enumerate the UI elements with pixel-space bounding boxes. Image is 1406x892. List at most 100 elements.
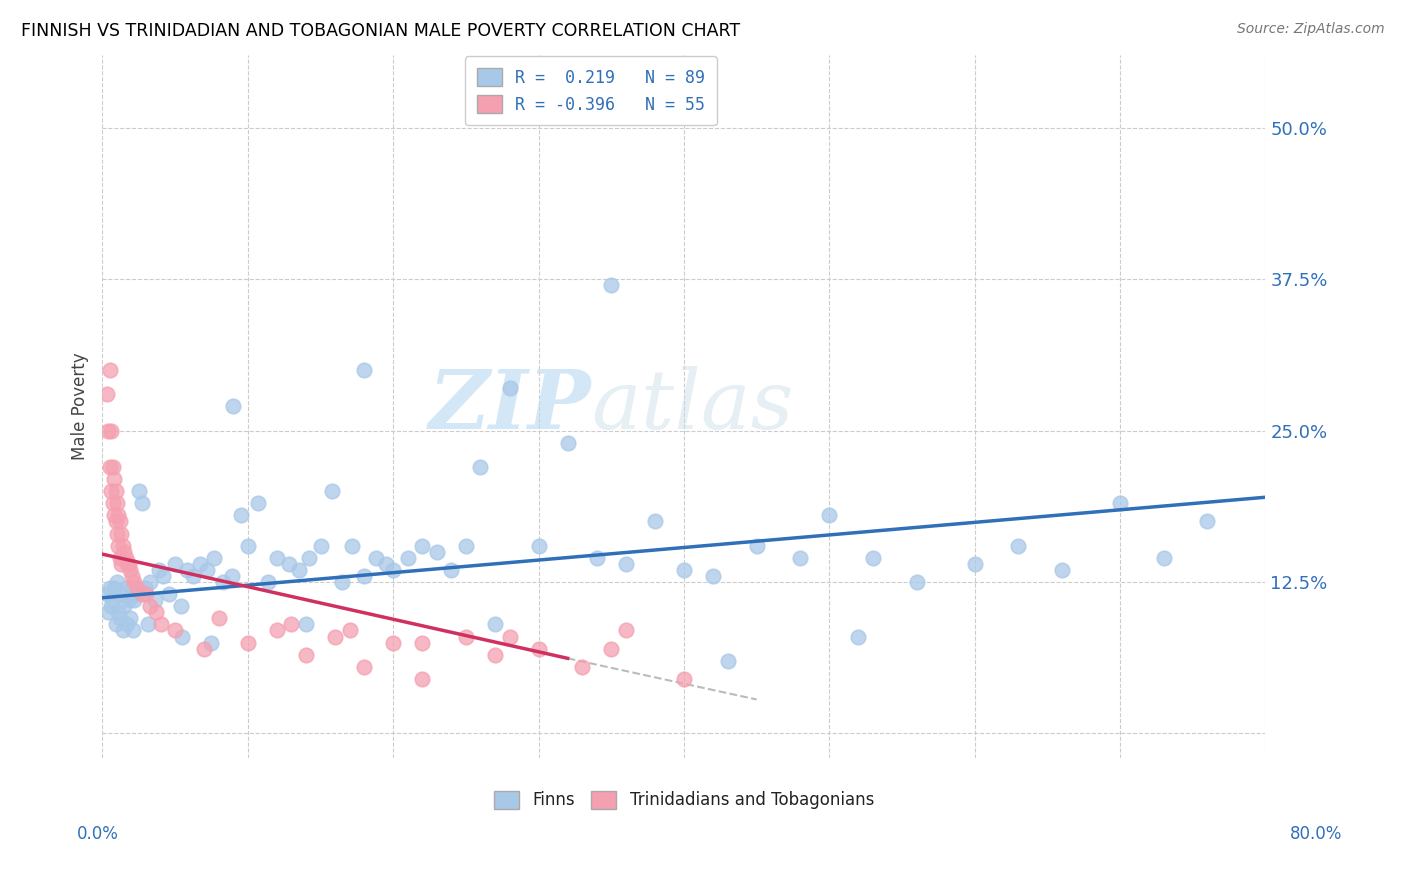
Point	[527, 641, 550, 656]
Point	[108, 515, 131, 529]
Point	[470, 459, 492, 474]
Point	[411, 672, 433, 686]
Point	[600, 278, 623, 293]
Point	[323, 630, 346, 644]
Point	[557, 435, 579, 450]
Point	[149, 617, 172, 632]
Point	[136, 617, 159, 632]
Point	[1153, 550, 1175, 565]
Point	[789, 550, 811, 565]
Point	[98, 363, 121, 377]
Point	[139, 599, 162, 614]
Point	[848, 630, 870, 644]
Text: atlas: atlas	[591, 367, 793, 446]
Point	[96, 587, 118, 601]
Point	[107, 605, 129, 619]
Point	[672, 563, 695, 577]
Point	[104, 484, 127, 499]
Point	[396, 550, 419, 565]
Point	[114, 550, 136, 565]
Point	[108, 611, 131, 625]
Point	[124, 574, 146, 589]
Point	[353, 363, 375, 377]
Point	[527, 539, 550, 553]
Point	[280, 617, 302, 632]
Point	[266, 550, 288, 565]
Point	[117, 593, 139, 607]
Point	[644, 515, 666, 529]
Point	[139, 574, 162, 589]
Point	[1197, 515, 1219, 529]
Point	[498, 630, 520, 644]
Point	[143, 593, 166, 607]
Point	[342, 539, 364, 553]
Point	[614, 624, 637, 638]
Point	[702, 569, 724, 583]
Point	[97, 424, 120, 438]
Point	[212, 574, 235, 589]
Point	[181, 569, 204, 583]
Point	[426, 545, 449, 559]
Point	[97, 605, 120, 619]
Point	[121, 581, 143, 595]
Point	[115, 557, 138, 571]
Point	[382, 635, 405, 649]
Point	[101, 593, 124, 607]
Point	[484, 617, 506, 632]
Point	[101, 459, 124, 474]
Point	[110, 526, 132, 541]
Text: 80.0%: 80.0%	[1291, 825, 1343, 843]
Point	[98, 581, 121, 595]
Point	[188, 557, 211, 571]
Point	[411, 635, 433, 649]
Point	[321, 484, 343, 499]
Point	[107, 508, 129, 523]
Point	[309, 539, 332, 553]
Point	[103, 581, 125, 595]
Point	[112, 545, 135, 559]
Point	[484, 648, 506, 662]
Point	[124, 593, 146, 607]
Point	[571, 660, 593, 674]
Point	[103, 472, 125, 486]
Text: ZIP: ZIP	[429, 367, 591, 446]
Point	[157, 587, 180, 601]
Point	[104, 617, 127, 632]
Point	[125, 587, 148, 601]
Point	[818, 508, 841, 523]
Point	[382, 563, 405, 577]
Point	[353, 569, 375, 583]
Point	[103, 508, 125, 523]
Point	[277, 557, 299, 571]
Point	[745, 539, 768, 553]
Point	[170, 599, 193, 614]
Point	[134, 581, 156, 595]
Point	[266, 624, 288, 638]
Point	[98, 459, 121, 474]
Text: Source: ZipAtlas.com: Source: ZipAtlas.com	[1237, 22, 1385, 37]
Point	[208, 611, 231, 625]
Point	[104, 515, 127, 529]
Point	[498, 381, 520, 395]
Point	[112, 599, 135, 614]
Point	[257, 574, 280, 589]
Point	[111, 624, 134, 638]
Point	[110, 557, 132, 571]
Point	[114, 581, 136, 595]
Point	[339, 624, 361, 638]
Point	[364, 550, 387, 565]
Point	[148, 563, 170, 577]
Text: FINNISH VS TRINIDADIAN AND TOBAGONIAN MALE POVERTY CORRELATION CHART: FINNISH VS TRINIDADIAN AND TOBAGONIAN MA…	[21, 22, 740, 40]
Point	[222, 400, 245, 414]
Point	[229, 508, 252, 523]
Point	[1050, 563, 1073, 577]
Point	[165, 557, 187, 571]
Point	[1109, 496, 1132, 510]
Point	[295, 648, 318, 662]
Point	[135, 587, 157, 601]
Point	[105, 496, 128, 510]
Point	[200, 635, 222, 649]
Point	[236, 539, 259, 553]
Point	[107, 539, 129, 553]
Point	[195, 563, 218, 577]
